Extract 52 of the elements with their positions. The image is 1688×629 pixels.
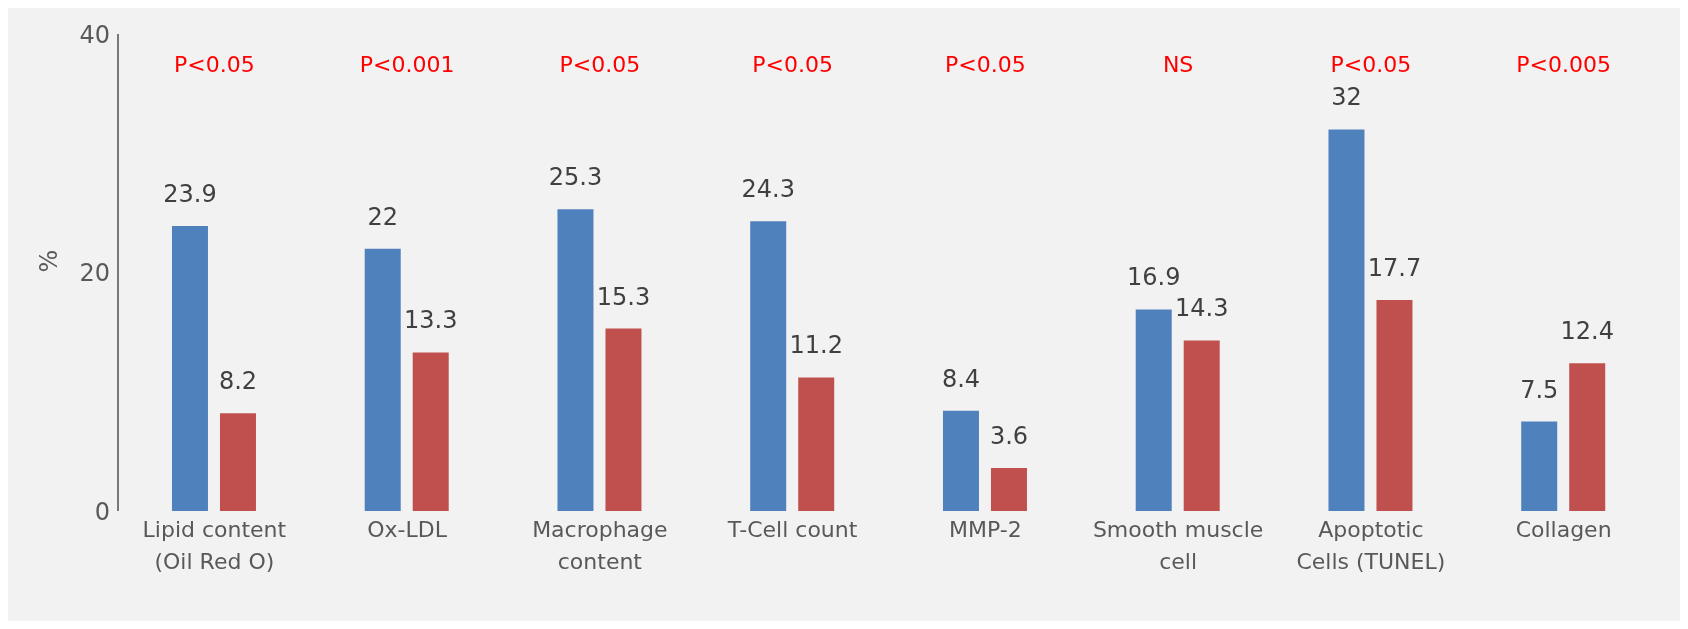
x-tick-label: Apoptotic Cells (TUNEL) <box>1296 517 1446 574</box>
bar <box>798 377 835 511</box>
annotation: P<0.05 <box>559 51 641 77</box>
data-label: 12.4 <box>1560 317 1614 346</box>
bar <box>412 352 449 511</box>
bar <box>1521 421 1558 511</box>
bar <box>1183 340 1220 511</box>
data-label: 14.3 <box>1175 294 1229 323</box>
x-tick-label: MMP-2 <box>949 517 1022 542</box>
bar <box>942 410 979 511</box>
bar <box>605 328 642 511</box>
data-label: 32 <box>1331 83 1362 112</box>
bar <box>990 468 1027 511</box>
data-label: 22 <box>367 202 398 231</box>
bar <box>1376 299 1413 511</box>
annotation: P<0.05 <box>174 51 255 77</box>
x-tick-label: Macrophage content <box>532 517 668 574</box>
y-tick-label: 20 <box>79 259 110 288</box>
data-label: 3.6 <box>989 422 1029 451</box>
y-tick-label: 40 <box>79 20 110 49</box>
data-label: 24.3 <box>741 175 795 204</box>
bar <box>364 248 401 511</box>
data-label: 8.4 <box>941 364 981 393</box>
annotation: P<0.05 <box>945 51 1026 77</box>
data-label: 11.2 <box>789 331 843 360</box>
x-tick-label: Smooth muscle cell <box>1092 517 1264 574</box>
data-label: 13.3 <box>404 306 458 335</box>
annotation: NS <box>1162 51 1194 77</box>
y-axis-title: % <box>34 249 63 273</box>
data-label: 23.9 <box>163 179 217 208</box>
data-label: 17.7 <box>1367 253 1422 282</box>
x-tick-label: T-Cell count <box>726 517 858 542</box>
data-label: 16.9 <box>1127 263 1181 292</box>
bar <box>1328 129 1365 511</box>
data-label: 15.3 <box>596 282 651 311</box>
bar <box>557 209 594 511</box>
data-label: 7.5 <box>1520 375 1559 404</box>
annotation: P<0.005 <box>1516 51 1611 77</box>
y-tick-label: 0 <box>94 497 110 526</box>
annotation: P<0.001 <box>359 51 455 77</box>
bar <box>750 221 787 511</box>
bar <box>1569 363 1606 511</box>
bar <box>219 413 256 511</box>
annotation: P<0.05 <box>752 51 833 77</box>
x-tick-label: Lipid content (Oil Red O) <box>142 517 287 574</box>
bar <box>1135 309 1172 511</box>
annotation: P<0.05 <box>1330 51 1412 77</box>
data-label: 25.3 <box>548 163 603 192</box>
x-tick-label: Collagen <box>1515 517 1612 542</box>
x-tick-label: Ox-LDL <box>367 517 448 542</box>
data-label: 8.2 <box>218 367 258 396</box>
bar <box>171 225 208 511</box>
